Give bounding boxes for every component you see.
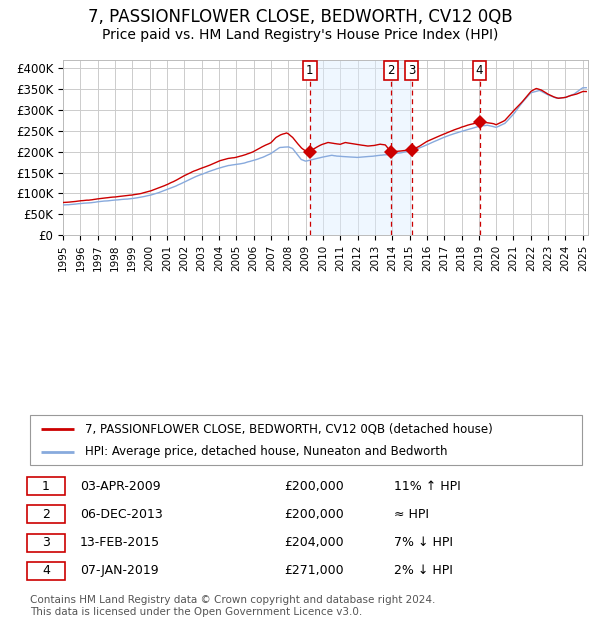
Text: This data is licensed under the Open Government Licence v3.0.: This data is licensed under the Open Gov… bbox=[30, 607, 362, 617]
Text: £200,000: £200,000 bbox=[284, 480, 344, 493]
Text: 11% ↑ HPI: 11% ↑ HPI bbox=[394, 480, 461, 493]
Text: 1: 1 bbox=[306, 64, 314, 77]
FancyBboxPatch shape bbox=[27, 534, 65, 552]
FancyBboxPatch shape bbox=[27, 562, 65, 580]
Text: 2: 2 bbox=[42, 508, 50, 521]
Text: 3: 3 bbox=[408, 64, 415, 77]
Text: 4: 4 bbox=[476, 64, 483, 77]
FancyBboxPatch shape bbox=[27, 477, 65, 495]
Text: 2: 2 bbox=[387, 64, 395, 77]
Text: 03-APR-2009: 03-APR-2009 bbox=[80, 480, 160, 493]
Text: 4: 4 bbox=[42, 564, 50, 577]
Text: 2% ↓ HPI: 2% ↓ HPI bbox=[394, 564, 453, 577]
Text: HPI: Average price, detached house, Nuneaton and Bedworth: HPI: Average price, detached house, Nune… bbox=[85, 445, 448, 458]
Text: £200,000: £200,000 bbox=[284, 508, 344, 521]
Text: ≈ HPI: ≈ HPI bbox=[394, 508, 430, 521]
Bar bbox=[391, 60, 412, 235]
Bar bbox=[310, 60, 391, 235]
Text: 7, PASSIONFLOWER CLOSE, BEDWORTH, CV12 0QB: 7, PASSIONFLOWER CLOSE, BEDWORTH, CV12 0… bbox=[88, 8, 512, 26]
Text: 13-FEB-2015: 13-FEB-2015 bbox=[80, 536, 160, 549]
Text: 07-JAN-2019: 07-JAN-2019 bbox=[80, 564, 158, 577]
Text: £204,000: £204,000 bbox=[284, 536, 344, 549]
Text: Contains HM Land Registry data © Crown copyright and database right 2024.: Contains HM Land Registry data © Crown c… bbox=[30, 595, 436, 605]
Text: 7, PASSIONFLOWER CLOSE, BEDWORTH, CV12 0QB (detached house): 7, PASSIONFLOWER CLOSE, BEDWORTH, CV12 0… bbox=[85, 422, 493, 435]
Text: 1: 1 bbox=[42, 480, 50, 493]
Text: 06-DEC-2013: 06-DEC-2013 bbox=[80, 508, 163, 521]
Text: Price paid vs. HM Land Registry's House Price Index (HPI): Price paid vs. HM Land Registry's House … bbox=[102, 28, 498, 42]
Text: £271,000: £271,000 bbox=[284, 564, 344, 577]
FancyBboxPatch shape bbox=[30, 415, 582, 465]
Text: 3: 3 bbox=[42, 536, 50, 549]
FancyBboxPatch shape bbox=[27, 505, 65, 523]
Text: 7% ↓ HPI: 7% ↓ HPI bbox=[394, 536, 454, 549]
